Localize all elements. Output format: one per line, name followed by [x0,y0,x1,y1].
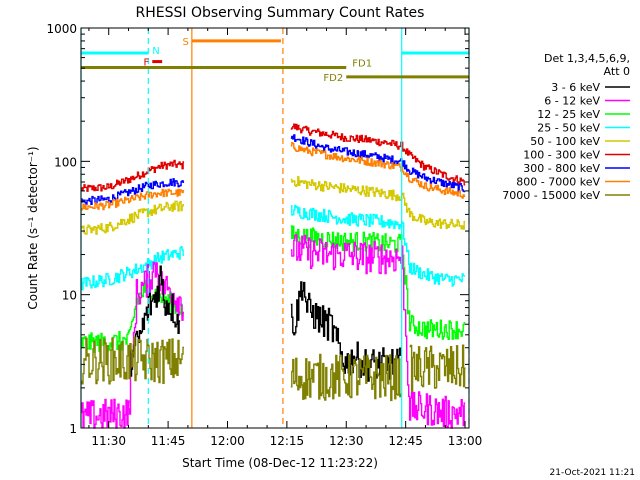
series-line-9 [81,336,184,385]
series-line-8 [290,281,402,382]
series-line-4 [290,176,466,230]
chart-title: RHESSI Observing Summary Count Rates [136,5,425,21]
y-tick-label: 1000 [46,22,77,36]
flag-label-FD2: FD2 [323,73,343,84]
series-line-8 [128,265,181,377]
x-tick-label: 12:00 [210,434,245,448]
series-line-3 [290,141,466,199]
x-tick-label: 12:15 [270,434,305,448]
y-tick-label: 100 [54,155,77,169]
footer-date: 21-Oct-2021 11:21 [550,468,635,478]
series-line-4 [81,200,185,235]
flag-label-F: F [143,58,149,69]
y-tick-label: 10 [62,289,77,303]
series-line-3 [81,188,185,211]
legend-entry-label: 3 - 6 keV [551,81,600,94]
legend-header: Att 0 [604,65,630,78]
flag-label-FD1: FD1 [352,59,372,70]
y-tick-label: 1 [69,422,77,436]
series-layer [81,123,466,429]
series-line-9 [409,344,466,392]
series-line-2 [81,178,185,206]
legend-entry-label: 25 - 50 keV [537,122,600,135]
series-line-6 [81,278,184,353]
legend-entry-label: 800 - 7000 keV [516,176,600,189]
x-tick-label: 11:45 [151,434,186,448]
flag-label-S: S [182,37,188,48]
x-tick-label: 12:45 [388,434,423,448]
legend-entry-label: 50 - 100 keV [530,135,600,148]
plot-frame [80,27,470,429]
legend-entry-label: 6 - 12 keV [544,95,600,108]
series-line-9 [290,353,402,402]
series-line-1 [81,159,185,192]
series-line-7 [290,234,466,429]
x-axis-label: Start Time (08-Dec-12 11:23:22) [182,456,378,470]
legend-entry-label: 100 - 300 keV [523,149,600,162]
axis-layer: 11:30 11:45 12:00 12:15 12:30 12:45 13:00 1 10 10… [46,22,482,448]
x-tick-label: 11:30 [91,434,126,448]
flag-label-N: N [152,46,159,57]
x-tick-label: 12:30 [329,434,364,448]
legend-header: Det 1,3,4,5,6,9, [544,52,630,65]
series-line-5 [81,246,185,291]
y-axis-label: Count Rate (s⁻¹ detector⁻¹) [26,146,40,309]
x-tick-label: 13:00 [448,434,483,448]
legend-entry-label: 12 - 25 keV [537,108,600,121]
series-line-1 [290,123,466,186]
legend-entry-label: 7000 - 15000 keV [502,189,600,202]
legend-entry-label: 300 - 800 keV [523,162,600,175]
series-line-5 [290,204,466,287]
series-line-2 [290,134,466,193]
